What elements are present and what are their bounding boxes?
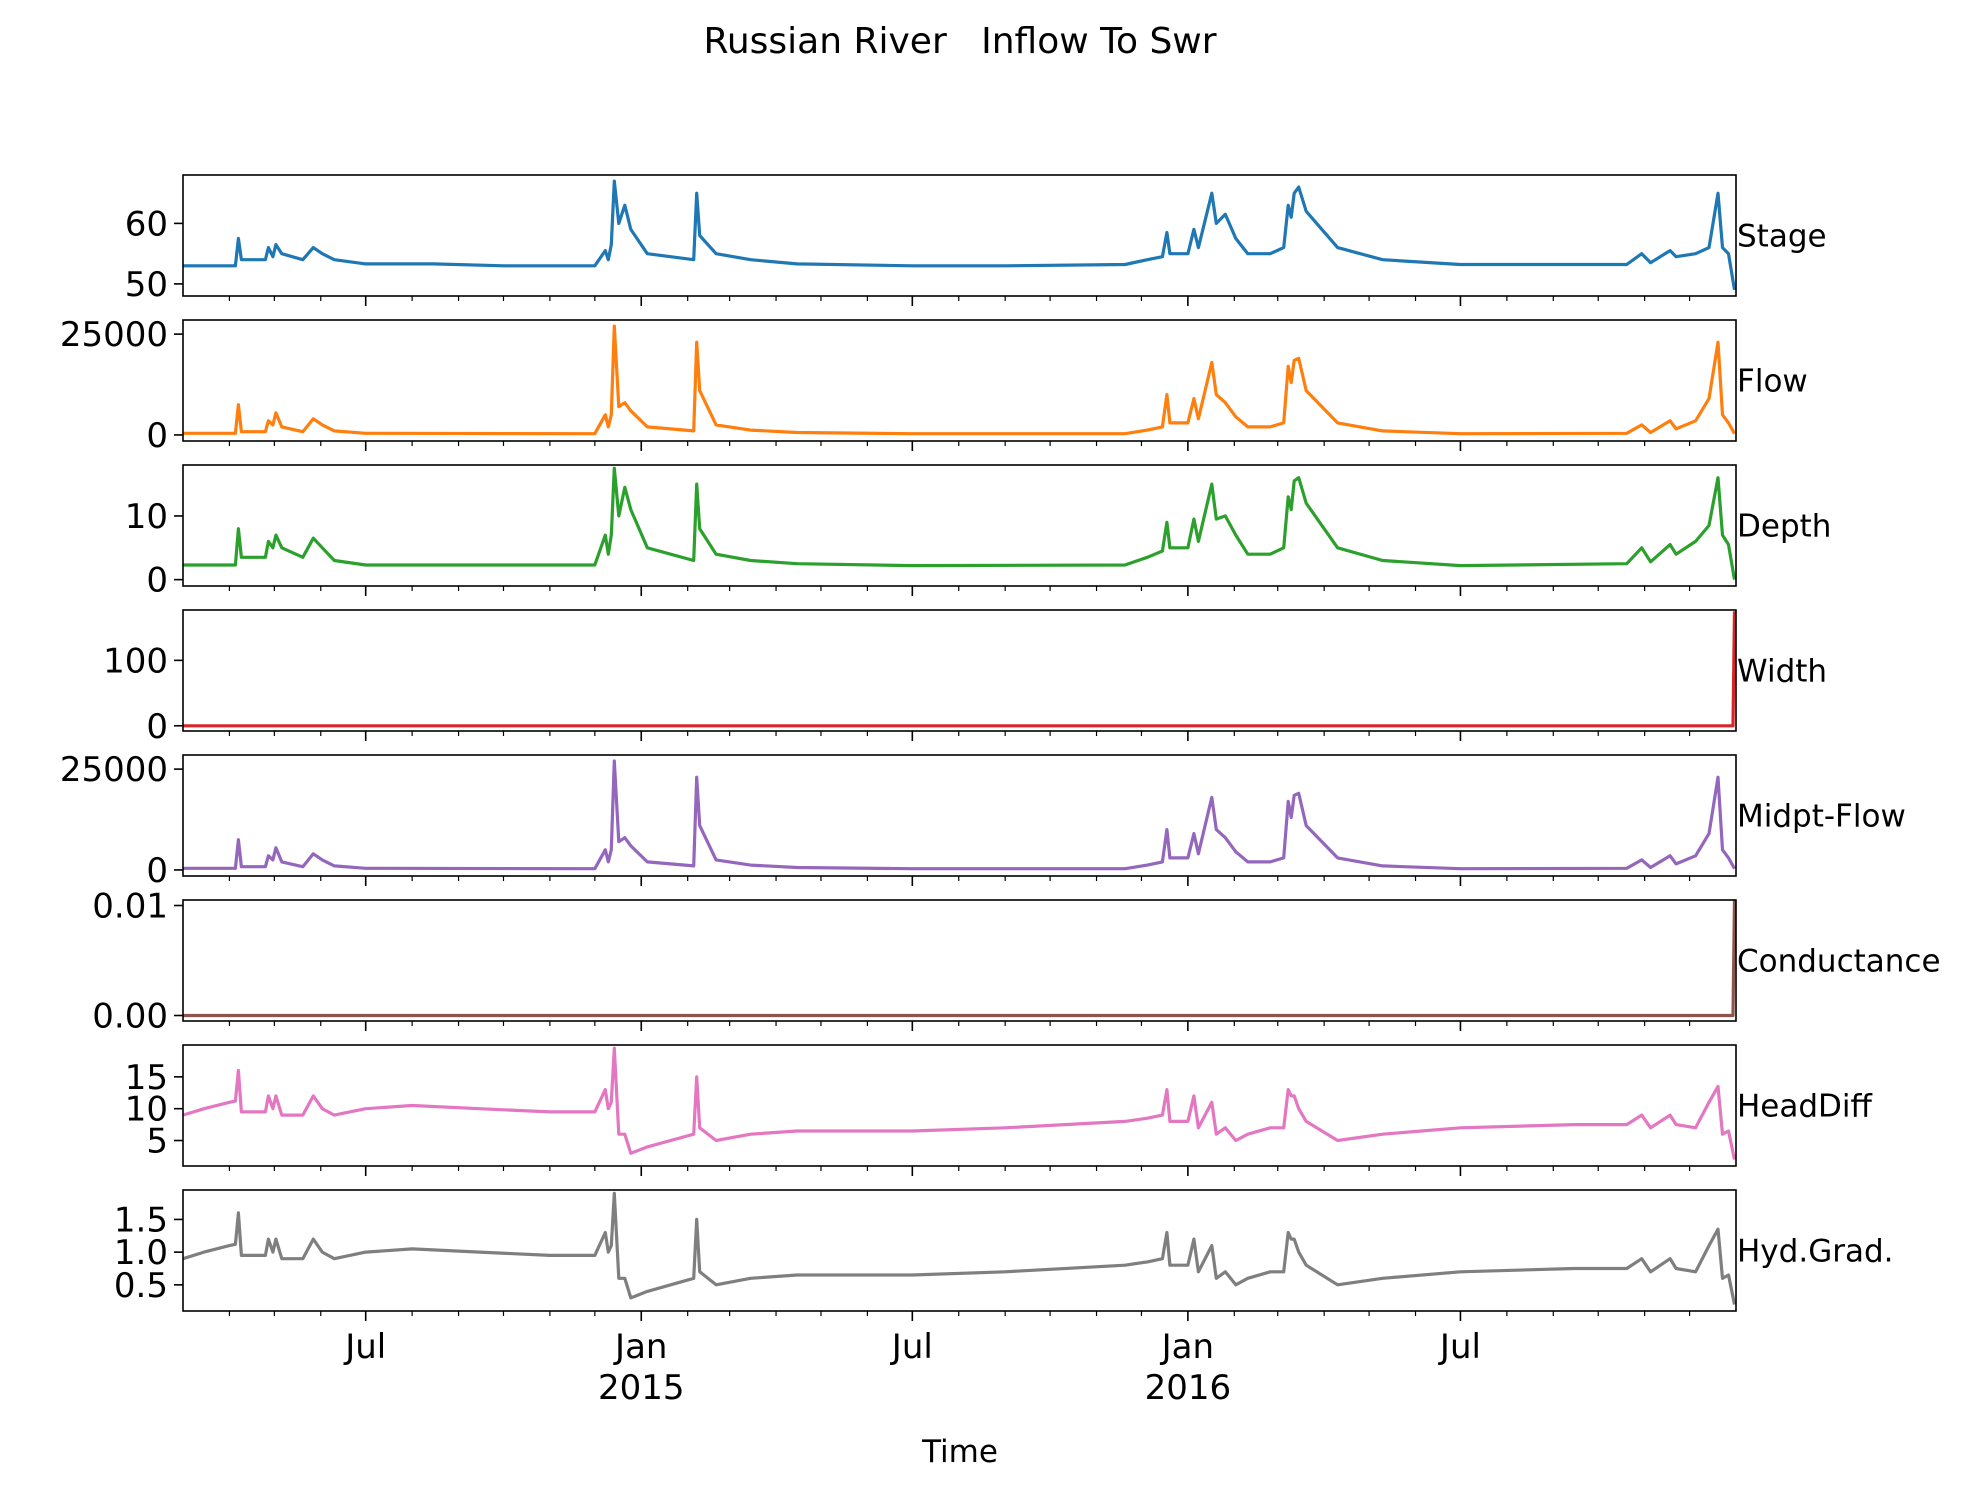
- subplot-flow: 0 25000 Flow: [60, 315, 1808, 456]
- x-tick-year-label: 2015: [598, 1368, 685, 1408]
- y-tick-label: 0: [146, 416, 168, 456]
- series-line-flow: [183, 324, 1736, 436]
- series-label-hyd-grad: Hyd.Grad.: [1737, 1234, 1893, 1270]
- y-tick-label: 10: [125, 497, 168, 537]
- subplot-midpt-flow: 0 25000 Midpt-Flow: [60, 750, 1906, 891]
- series-label-midpt-flow: Midpt-Flow: [1737, 799, 1906, 835]
- series-label-depth: Depth: [1737, 509, 1831, 545]
- y-tick-label: 0: [146, 707, 168, 747]
- y-tick-label: 1.0: [114, 1233, 168, 1273]
- y-tick-label: 25000: [60, 750, 168, 790]
- axes-frame-flow: [182, 319, 1737, 442]
- x-tick-label: Jan: [613, 1327, 667, 1367]
- y-tick-label: 100: [103, 641, 168, 681]
- axes-frame-width: [182, 609, 1737, 732]
- series-label-conductance: Conductance: [1737, 944, 1941, 980]
- series-line-width: [183, 611, 1737, 728]
- axes-frame-stage: [182, 174, 1737, 297]
- series-label-width: Width: [1737, 654, 1827, 690]
- x-tick-label: Jul: [1438, 1327, 1481, 1367]
- subplot-hyd-grad: 0.51.01.5 Hyd.Grad.: [114, 1189, 1893, 1321]
- series-label-stage: Stage: [1737, 219, 1827, 255]
- series-line-midpt-flow: [183, 759, 1736, 871]
- series-line-depth: [183, 466, 1737, 580]
- y-tick-label: 50: [125, 265, 168, 305]
- y-tick-label: 0.00: [92, 997, 168, 1037]
- x-tick-label: Jan: [1160, 1327, 1214, 1367]
- x-tick-year-label: 2016: [1145, 1368, 1232, 1408]
- subplot-stage: 50 60 Stage: [125, 174, 1827, 306]
- y-tick-label: 0: [146, 561, 168, 601]
- series-line-headdiff: [182, 1046, 1737, 1160]
- series-label-flow: Flow: [1737, 364, 1808, 400]
- axes-frame-headdiff: [182, 1044, 1737, 1167]
- y-tick-label: 10: [125, 1090, 168, 1130]
- axes-frame-midpt-flow: [182, 754, 1737, 877]
- y-tick-label: 5: [146, 1122, 168, 1162]
- y-tick-label: 60: [125, 204, 168, 244]
- axes-frame-conductance: [182, 899, 1737, 1022]
- series-line-hyd-grad: [182, 1191, 1737, 1305]
- y-tick-label: 0.5: [114, 1266, 168, 1306]
- subplot-depth: 0 10 Depth: [125, 464, 1831, 601]
- series-line-stage: [183, 179, 1737, 291]
- subplot-width: 0 100 Width: [103, 609, 1827, 747]
- y-tick-label: 1.5: [114, 1200, 168, 1240]
- y-tick-label: 0: [146, 851, 168, 891]
- axes-frame-depth: [182, 464, 1737, 587]
- y-tick-label: 0.01: [92, 887, 168, 927]
- series-label-headdiff: HeadDiff: [1737, 1089, 1873, 1125]
- x-tick-label: Jul: [890, 1327, 933, 1367]
- chart-title: Russian River Inflow To Swr: [703, 21, 1216, 62]
- series-line-conductance: [183, 899, 1737, 1018]
- y-tick-label: 15: [125, 1058, 168, 1098]
- axes-frame-hyd-grad: [182, 1189, 1737, 1312]
- y-tick-label: 25000: [60, 315, 168, 355]
- x-tick-label: Jul: [343, 1327, 386, 1367]
- subplot-conductance: 0.00 0.01 Conductance: [92, 887, 1940, 1037]
- x-axis-title: Time: [921, 1434, 998, 1470]
